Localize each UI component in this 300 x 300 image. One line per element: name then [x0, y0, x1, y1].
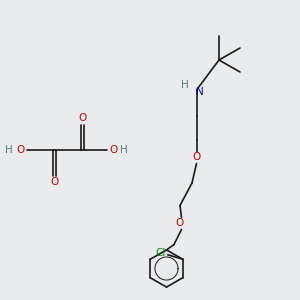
Text: Cl: Cl [156, 248, 166, 259]
Text: H: H [181, 80, 188, 91]
Text: O: O [50, 177, 58, 187]
Text: H: H [120, 145, 128, 155]
Text: O: O [79, 113, 87, 123]
Text: O: O [16, 145, 25, 155]
Text: H: H [5, 145, 13, 155]
Text: N: N [196, 86, 203, 97]
Text: O: O [109, 145, 117, 155]
Text: O: O [176, 218, 184, 229]
Text: O: O [192, 152, 201, 163]
